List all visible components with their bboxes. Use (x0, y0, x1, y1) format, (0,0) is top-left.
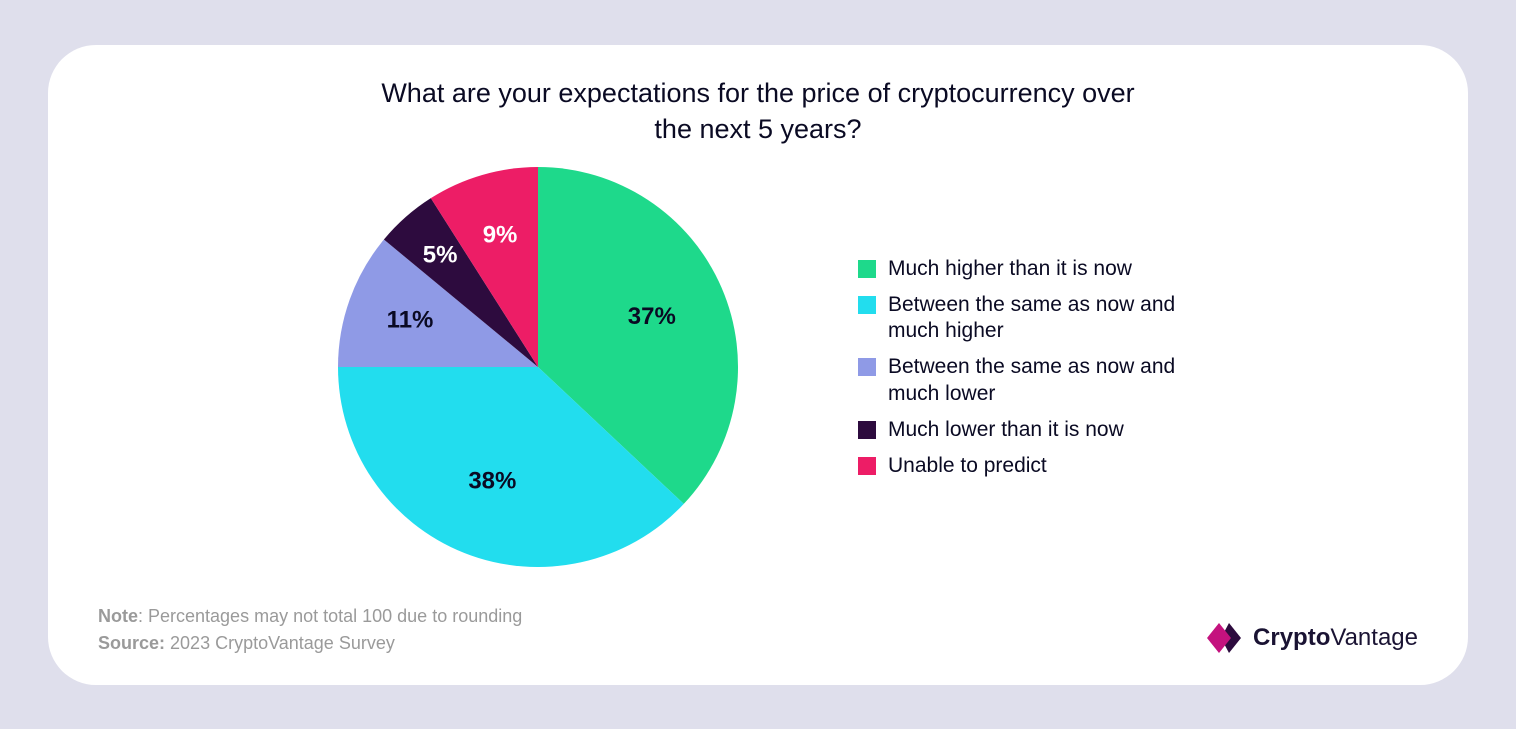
chart-card: What are your expectations for the price… (48, 45, 1468, 685)
footer-notes: Note: Percentages may not total 100 due … (98, 603, 522, 657)
pie-slice-label: 37% (628, 303, 676, 330)
note-label: Note (98, 606, 138, 626)
pie-slice-label: 9% (483, 222, 518, 249)
legend-swatch (858, 421, 876, 439)
chart-title: What are your expectations for the price… (378, 75, 1138, 148)
legend-item: Between the same as now and much lower (858, 354, 1178, 407)
legend-swatch (858, 296, 876, 314)
legend-item: Much lower than it is now (858, 417, 1178, 443)
legend-swatch (858, 457, 876, 475)
legend-label: Much higher than it is now (888, 256, 1132, 282)
source-label: Source: (98, 633, 165, 653)
brand-logo: CryptoVantage (1205, 619, 1418, 657)
source-text: 2023 CryptoVantage Survey (165, 633, 395, 653)
legend-label: Between the same as now and much lower (888, 354, 1178, 407)
legend-label: Much lower than it is now (888, 417, 1124, 443)
legend-swatch (858, 358, 876, 376)
brand-diamond-icon (1205, 619, 1243, 657)
brand-name-bold: Crypto (1253, 624, 1330, 651)
brand-name-light: Vantage (1330, 624, 1418, 651)
legend-label: Unable to predict (888, 453, 1047, 479)
legend: Much higher than it is now Between the sa… (858, 256, 1178, 480)
pie-slice-label: 5% (423, 242, 458, 269)
chart-row: 37% 38% 11% 5% 9% Much higher than it is now… (98, 167, 1418, 567)
pie-slice-label: 38% (468, 468, 516, 495)
legend-swatch (858, 260, 876, 278)
legend-item: Between the same as now and much higher (858, 292, 1178, 345)
legend-label: Between the same as now and much higher (888, 292, 1178, 345)
note-text: : Percentages may not total 100 due to r… (138, 606, 522, 626)
brand-name: CryptoVantage (1253, 624, 1418, 652)
pie-chart: 37% 38% 11% 5% 9% (338, 167, 738, 567)
legend-item: Much higher than it is now (858, 256, 1178, 282)
pie-slice-label: 11% (387, 307, 434, 334)
legend-item: Unable to predict (858, 453, 1178, 479)
